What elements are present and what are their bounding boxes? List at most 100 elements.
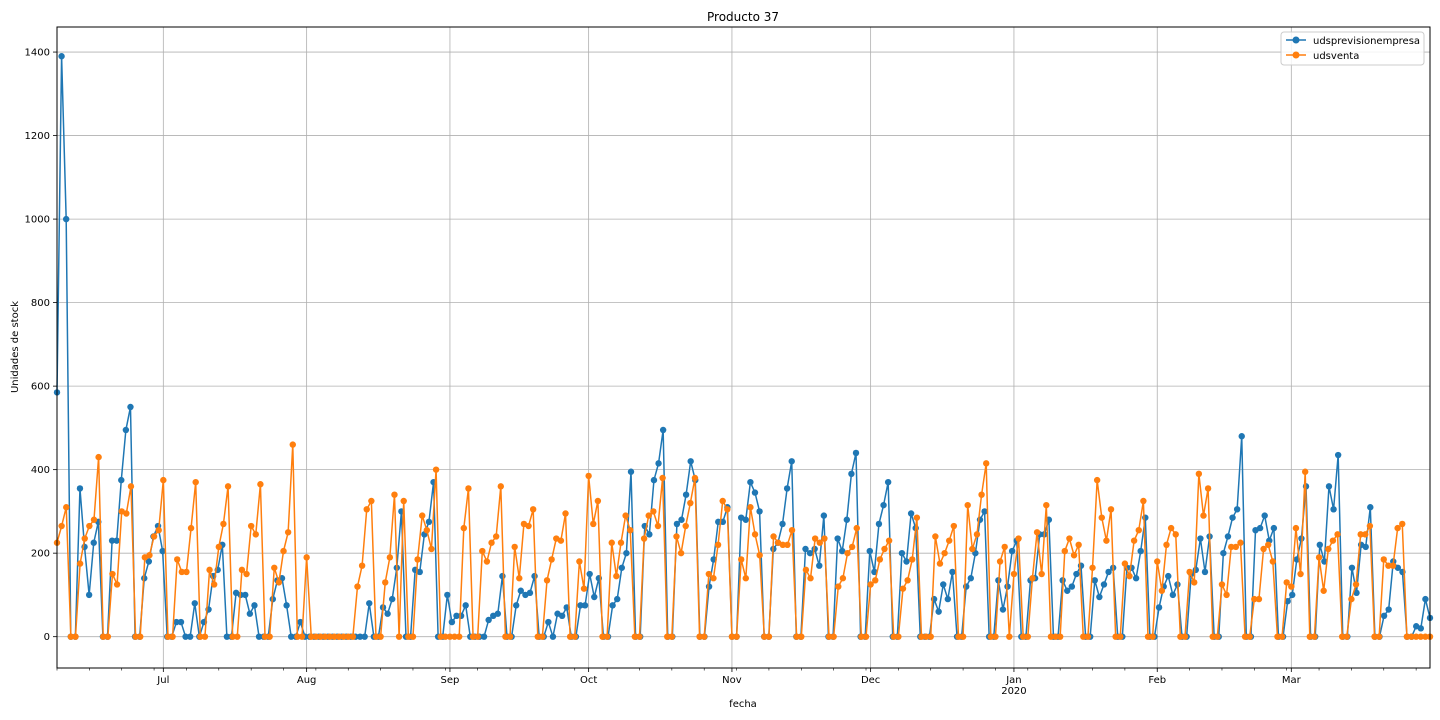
data-point [1197,535,1204,542]
data-point [557,537,565,544]
data-point [1357,531,1364,538]
data-point [751,531,759,538]
data-point [788,458,795,465]
data-point [545,618,552,626]
data-point [1334,531,1341,538]
data-point [386,554,394,561]
data-point [946,537,953,544]
data-point [187,524,195,532]
data-point [1270,524,1278,532]
data-point [793,633,800,640]
data-point [155,527,162,534]
data-point [664,633,671,640]
data-point [650,476,658,484]
data-point [132,633,139,640]
data-point [1204,485,1212,492]
data-point [1195,470,1203,478]
data-point [1080,633,1087,640]
data-point [1367,504,1374,511]
data-point [174,556,181,563]
data-point [1385,562,1392,569]
data-point [627,527,634,534]
data-point [349,633,357,640]
data-point [959,633,967,640]
data-point [266,633,273,640]
data-point [289,441,296,448]
legend-box [1280,31,1425,66]
data-point [705,570,713,578]
data-point [1068,583,1076,590]
data-point [363,506,370,513]
x-tick-label: Nov [722,675,742,686]
data-point [724,506,731,513]
data-point [834,535,841,542]
data-point [571,633,578,640]
data-point [1154,558,1161,565]
data-point [1033,529,1041,536]
data-point [1098,514,1105,521]
data-point [492,533,500,540]
data-point [67,633,75,640]
data-point [1181,633,1189,640]
data-point [462,602,469,609]
data-point [1172,531,1179,538]
data-point [446,633,454,640]
data-point [1320,587,1327,594]
data-point [191,600,198,607]
data-point [1137,547,1144,555]
data-point [839,547,846,555]
data-point [844,549,851,557]
x-tick-label: Feb [1148,675,1166,686]
data-point [1169,591,1177,599]
data-point [659,426,667,434]
data-point [1417,625,1425,632]
data-point [687,458,694,465]
data-point [127,483,135,490]
data-point [909,556,916,563]
data-point [516,575,523,582]
data-point [714,541,722,549]
data-point [614,595,621,603]
data-point [806,549,814,557]
data-point [257,481,264,488]
legend-marker-series-1 [1292,36,1300,44]
data-point [183,568,190,576]
data-point [1224,533,1232,540]
data-point [1292,524,1300,532]
data-point [867,581,874,588]
data-point [297,618,304,626]
data-point [936,560,944,567]
data-point [432,466,440,473]
data-point [843,516,851,523]
data-point [58,522,65,530]
data-point [798,633,805,640]
data-point [1140,497,1147,505]
data-point [1186,568,1193,576]
data-point [558,612,566,619]
data-point [506,633,514,640]
data-point [457,612,465,619]
data-point [655,460,662,467]
data-point [603,633,611,640]
data-point [1214,633,1221,640]
data-point [178,568,186,576]
series-1 [53,53,1434,640]
grid [57,27,1430,668]
data-point [1260,545,1267,553]
data-point [294,633,301,640]
data-point [835,583,842,590]
data-point [1089,564,1096,571]
data-point [100,633,107,640]
data-point [494,610,502,617]
data-point [455,633,463,640]
data-point [1201,568,1209,576]
data-point [137,633,144,640]
data-point [1412,633,1420,640]
data-point [1334,451,1342,459]
data-point [90,516,98,523]
data-point [173,618,180,626]
data-point [1274,633,1281,640]
data-point [996,558,1004,565]
data-point [866,547,873,555]
